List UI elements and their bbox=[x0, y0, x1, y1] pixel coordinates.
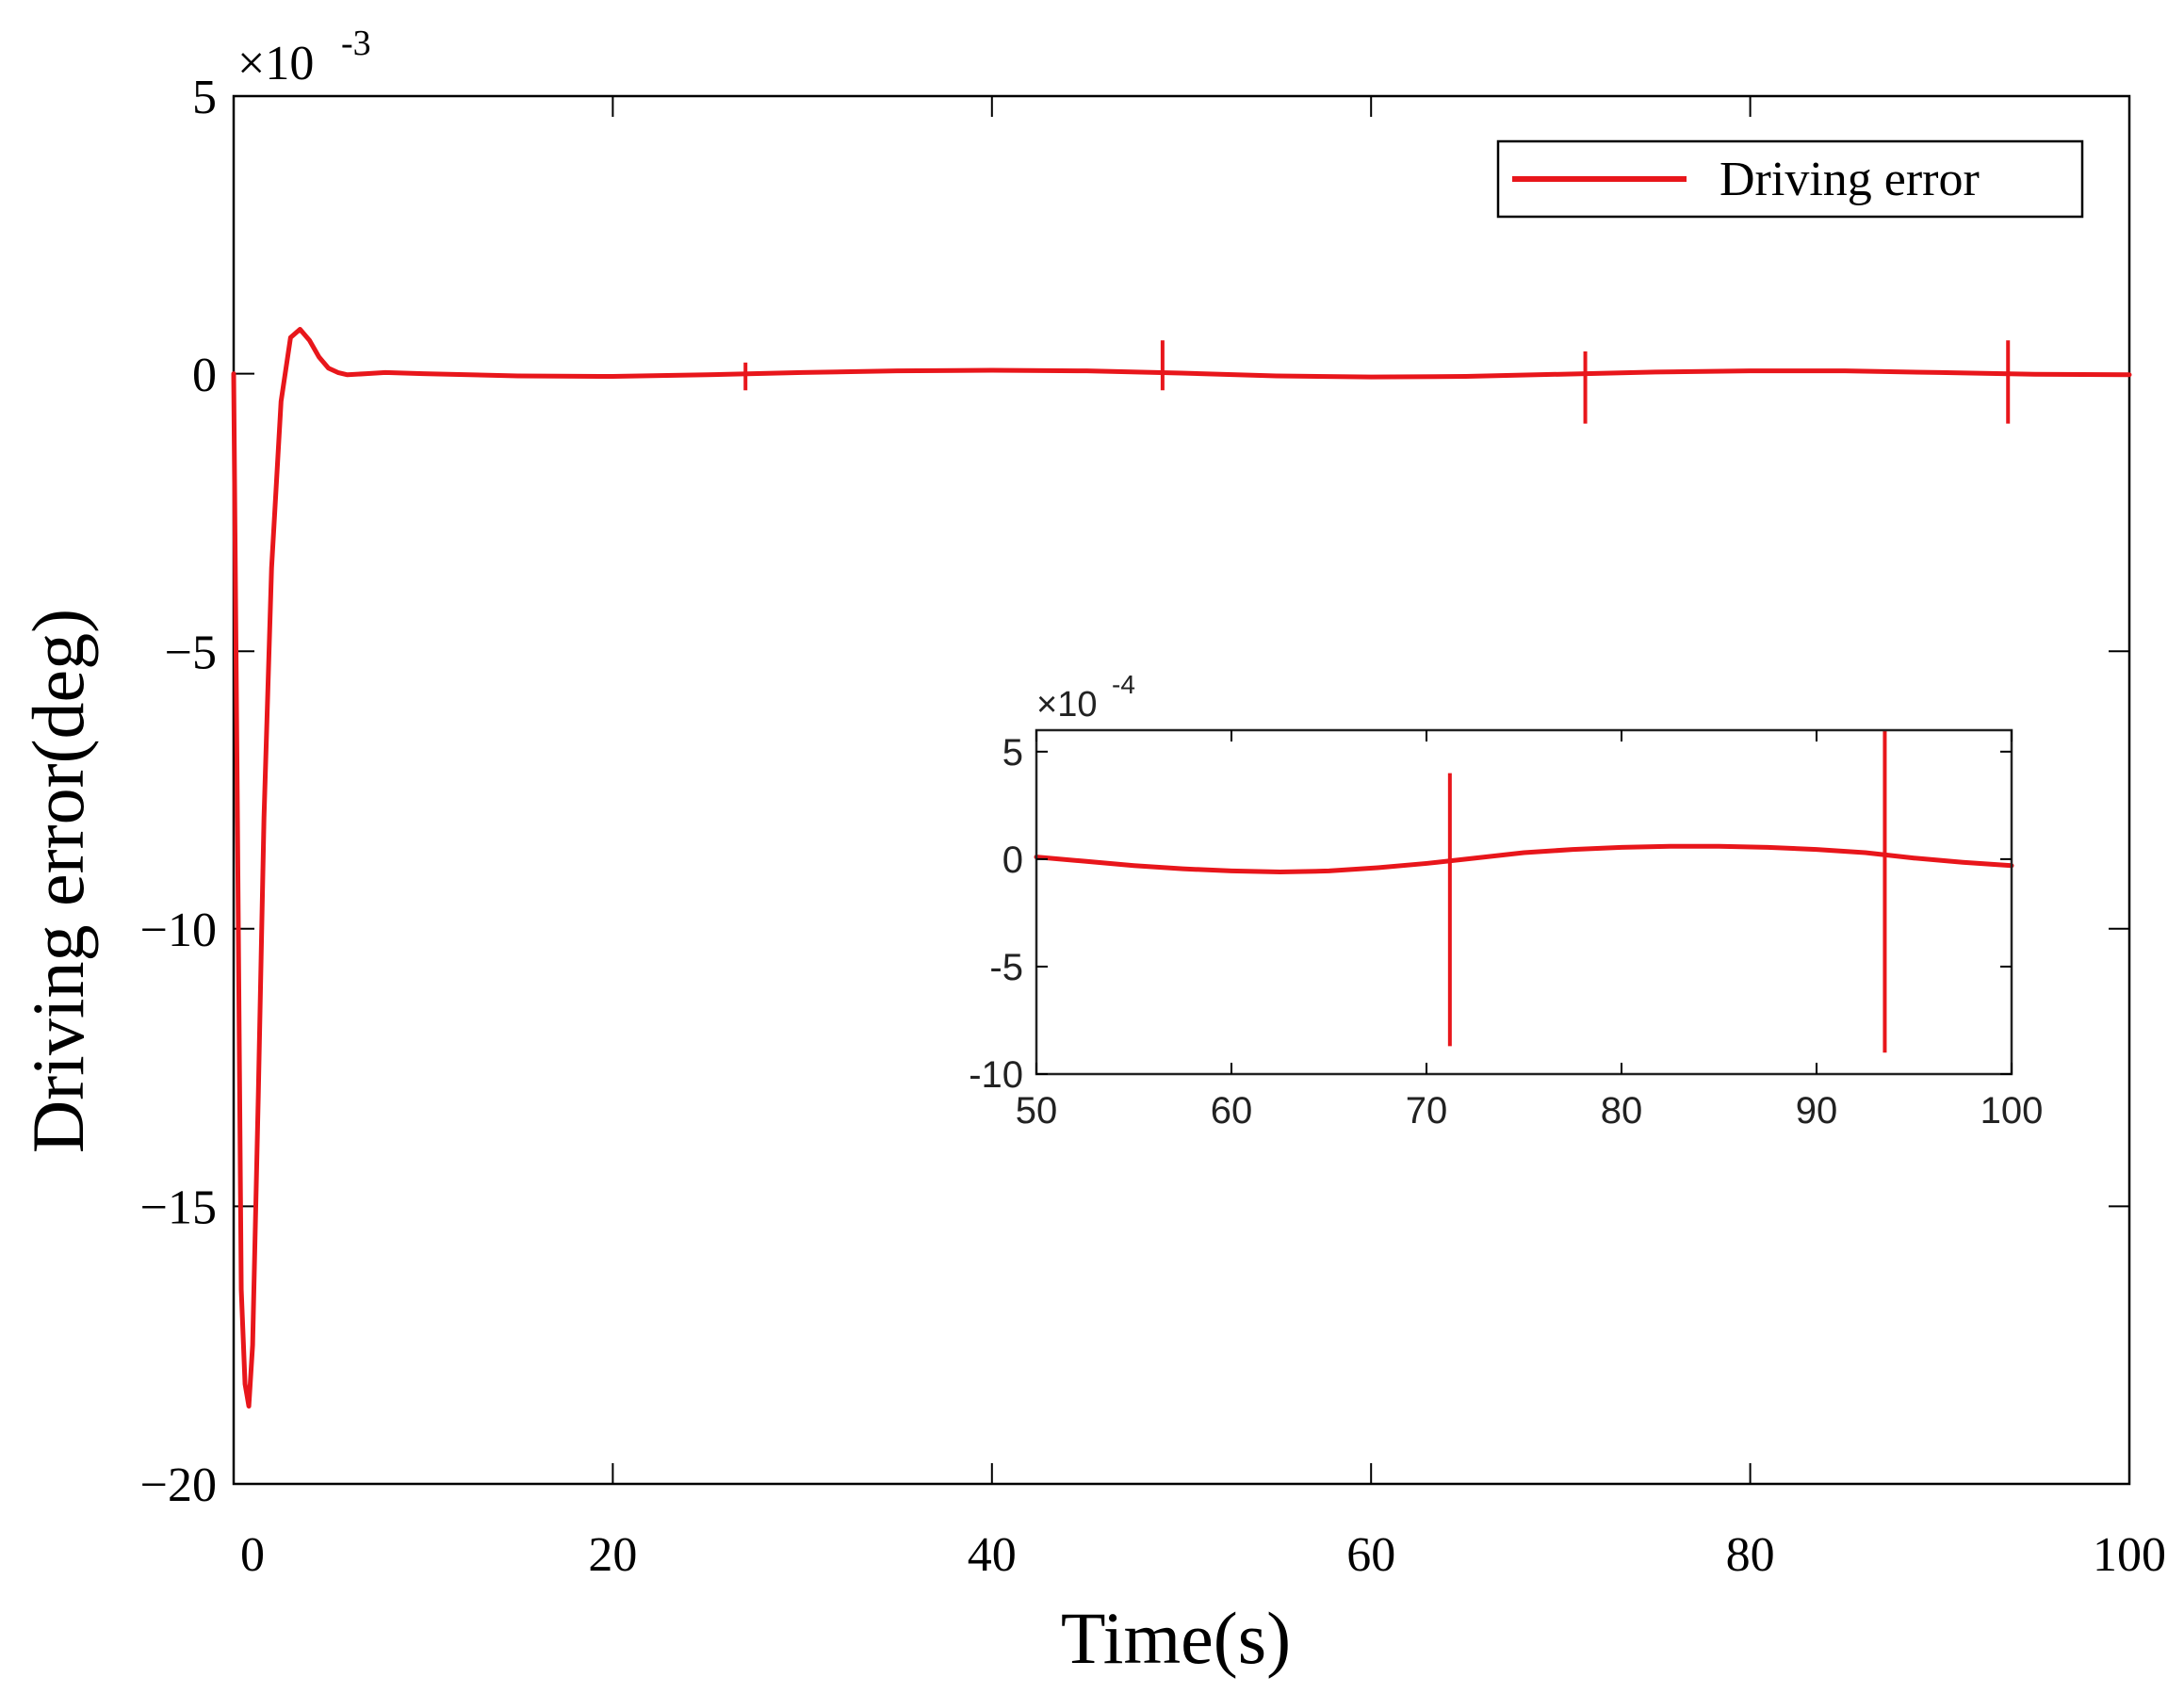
inset-axes: 50 60 70 80 90 100 50-5-10 ×10 -4 bbox=[969, 670, 2043, 1132]
inset-plot-frame bbox=[1035, 728, 2013, 1076]
main-y-ticks: 50−5−10−15−20 bbox=[140, 71, 2129, 1512]
main-y-tick-label: 0 bbox=[192, 349, 217, 402]
inset-x-tick-label: 90 bbox=[1796, 1090, 1838, 1132]
inset-x-tick-label: 70 bbox=[1406, 1090, 1448, 1132]
main-x-tick-label: 0 bbox=[240, 1528, 265, 1582]
inset-y-ticks: 5 0 -5 -10 bbox=[969, 732, 2012, 1096]
legend-entry-driving-error: Driving error bbox=[1719, 153, 1980, 206]
main-series-line bbox=[231, 326, 2132, 1409]
inset-x-tick-label: 80 bbox=[1601, 1090, 1643, 1132]
main-y-tick-label: −20 bbox=[140, 1458, 217, 1512]
legend: Driving error bbox=[1496, 139, 2084, 219]
inset-x-tick-label: 50 bbox=[1016, 1090, 1058, 1132]
inset-x-tick-label: 60 bbox=[1211, 1090, 1253, 1132]
inset-y-tick-label: -10 bbox=[969, 1054, 1023, 1096]
main-series bbox=[231, 326, 2132, 1409]
y-axis-label: Driving error(deg) bbox=[17, 609, 99, 1153]
main-x-tick-label: 20 bbox=[588, 1528, 637, 1582]
inset-y-exponent-power: -4 bbox=[1112, 670, 1135, 699]
main-x-tick-label: 60 bbox=[1346, 1528, 1395, 1582]
main-plot-frame bbox=[232, 94, 2131, 1486]
inset-y-tick-label: 5 bbox=[1002, 732, 1023, 774]
inset-background bbox=[1036, 730, 2012, 1074]
main-y-exponent-base: ×10 bbox=[237, 37, 314, 90]
main-y-tick-label: −15 bbox=[140, 1181, 217, 1235]
main-y-tick-label: 5 bbox=[192, 71, 217, 124]
main-y-tick-label: −5 bbox=[165, 626, 217, 679]
main-y-exponent-power: -3 bbox=[341, 24, 371, 63]
inset-x-tick-label: 100 bbox=[1980, 1090, 2044, 1132]
main-x-tick-label: 40 bbox=[968, 1528, 1017, 1582]
inset-y-tick-label: -5 bbox=[989, 947, 1023, 988]
inset-x-ticks: 50 60 70 80 90 100 bbox=[1016, 730, 2044, 1132]
main-axes: 0 20 40 60 80 100 50−5−10−15−20 ×10 -3 Time(s… bbox=[17, 24, 2166, 1679]
x-axis-label: Time(s) bbox=[1061, 1597, 1291, 1679]
inset-series bbox=[1034, 730, 2014, 1053]
main-y-tick-label: −10 bbox=[140, 904, 217, 957]
main-x-tick-label: 80 bbox=[1726, 1528, 1775, 1582]
inset-series-line bbox=[1034, 843, 2014, 875]
inset-y-exponent-base: ×10 bbox=[1036, 685, 1097, 725]
main-x-ticks: 0 20 40 60 80 100 bbox=[233, 96, 2166, 1582]
main-x-tick-label: 100 bbox=[2093, 1528, 2166, 1582]
inset-y-tick-label: 0 bbox=[1002, 839, 1023, 881]
